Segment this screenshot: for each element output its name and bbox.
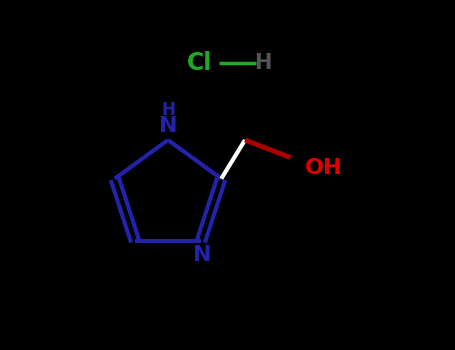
Text: N: N (193, 245, 212, 265)
Text: H: H (161, 101, 175, 119)
Text: OH: OH (304, 158, 342, 178)
Text: N: N (159, 117, 177, 136)
Text: H: H (254, 53, 271, 73)
Text: Cl: Cl (187, 51, 212, 75)
